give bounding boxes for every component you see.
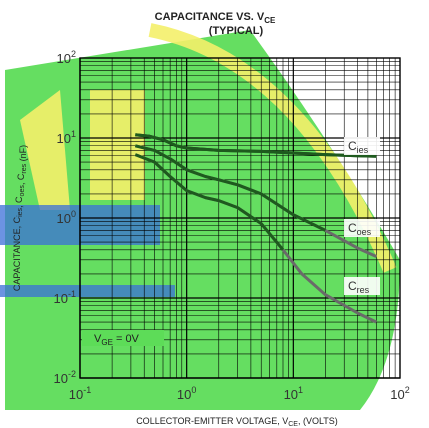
series-res-line-main [134, 153, 285, 251]
plot-grid [79, 57, 401, 379]
chart-title: CAPACITANCE VS. VCE [155, 11, 276, 25]
y-tick-label: 100 [57, 209, 76, 226]
series-label-res: Cres [348, 279, 370, 295]
series-label-oes: Coes [348, 221, 372, 237]
y-tick-label: 10-2 [54, 369, 76, 386]
series-oes-line-main [134, 144, 327, 232]
x-tick-label: 100 [177, 385, 196, 402]
series-label-ies: Cies [348, 139, 369, 155]
y-tick-label: 101 [57, 129, 76, 146]
series-label-bg [344, 137, 380, 155]
chart-title-sub: CE [264, 16, 276, 25]
y-axis-label: CAPACITANCE, Cies, Coes, Cres (nF) [12, 145, 28, 291]
watermark [0, 23, 400, 410]
vge-annotation-text: VGE = 0V [94, 333, 140, 347]
y-tick-label: 10-1 [54, 289, 76, 306]
vge-annotation: VGE = 0V [82, 330, 164, 347]
y-tick-label: 102 [57, 49, 76, 66]
x-axis-label: COLLECTOR-EMITTER VOLTAGE, VCE, (VOLTS) [136, 416, 338, 428]
series-label-bg [344, 219, 380, 237]
x-tick-label: 101 [284, 385, 303, 402]
x-axis-label-suffix: , (VOLTS) [298, 416, 338, 426]
x-axis-label-main: COLLECTOR-EMITTER VOLTAGE, V [136, 416, 288, 426]
x-tick-label: 10-1 [69, 385, 91, 402]
x-tick-label: 102 [390, 385, 409, 402]
series-layer: Cies Coes Cres [134, 133, 380, 324]
series-label-bg [344, 277, 380, 295]
series-ies-line-main [135, 133, 377, 158]
chart-subtitle: (TYPICAL) [209, 25, 264, 37]
chart-title-main: CAPACITANCE VS. V [155, 11, 265, 23]
x-axis-label-sub: CE [288, 421, 298, 428]
plot-frame [79, 57, 401, 379]
